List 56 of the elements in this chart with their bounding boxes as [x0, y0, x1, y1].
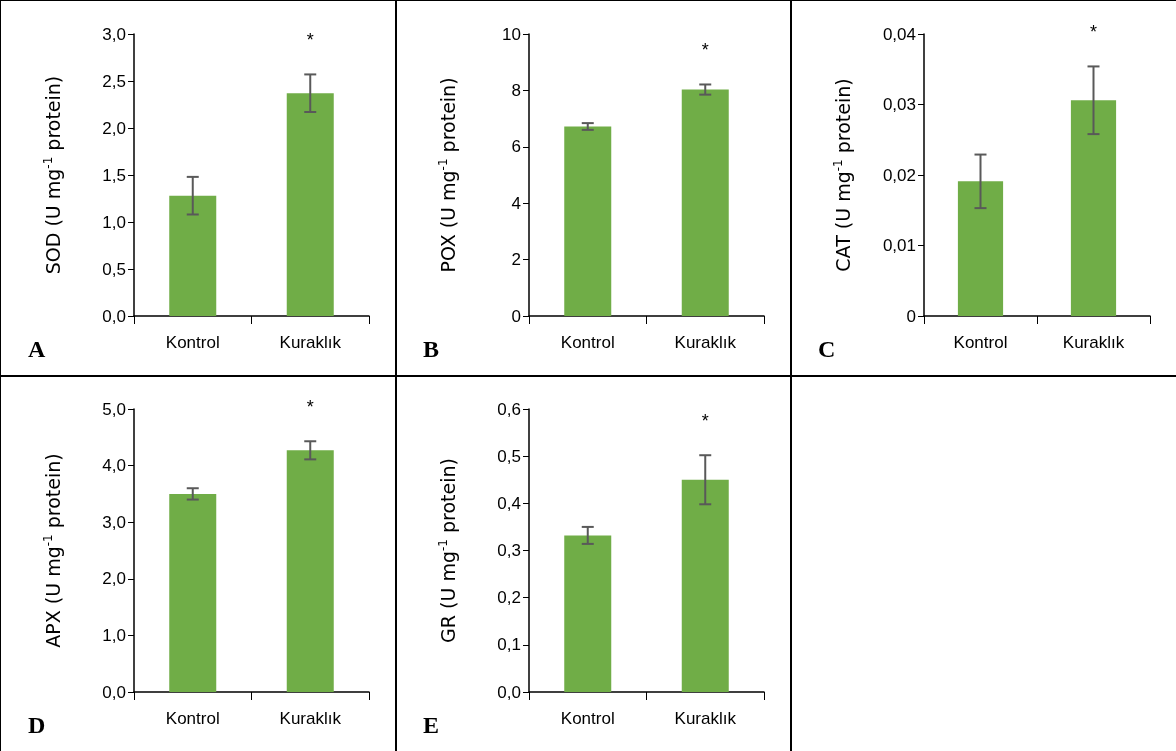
x-tick-label: Kontrol — [165, 709, 220, 728]
annotation: * — [701, 411, 709, 432]
y-tick-label: 6 — [511, 137, 521, 157]
y-tick-label: 0,03 — [882, 95, 916, 114]
y-tick-label: 10 — [502, 24, 521, 44]
y-tick-label: 8 — [511, 80, 521, 100]
text: D — [28, 712, 46, 738]
y-tick-label: 0,04 — [882, 24, 916, 44]
x-tick-label: Kontrol — [165, 333, 220, 352]
annotation: * — [306, 30, 314, 51]
y-axis-title: GR (U mg-1 protein) — [436, 458, 459, 643]
y-axis-title: APX (U mg-1 protein) — [41, 453, 64, 648]
y-tick-label: 0,0 — [497, 682, 521, 702]
text: E — [423, 712, 440, 738]
text: C — [818, 336, 836, 362]
annotation: * — [1089, 22, 1098, 43]
y-tick-label: 3,0 — [102, 24, 126, 44]
y-tick-label: 2,0 — [102, 118, 126, 138]
x-tick-label: Kuraklık — [279, 333, 342, 352]
y-tick-label: 0,01 — [882, 236, 916, 255]
y-tick-label: 5,0 — [102, 399, 126, 419]
y-tick-label: 1,5 — [102, 165, 126, 185]
text: A — [28, 336, 46, 362]
x-tick-label: Kuraklık — [674, 709, 737, 728]
y-tick-label: 0,4 — [497, 493, 521, 513]
y-tick-label: 0,1 — [497, 635, 521, 655]
y-tick-label: 4 — [511, 193, 521, 213]
y-tick-label: 2,5 — [102, 71, 126, 91]
y-tick-label: 0 — [511, 306, 521, 326]
y-axis-title: CAT (U mg-1 protein) — [831, 78, 854, 272]
x-tick-label: Kontrol — [953, 333, 1008, 352]
y-tick-label: 0,02 — [882, 165, 916, 185]
y-tick-label: 2 — [511, 250, 521, 270]
y-tick-label: 0 — [906, 306, 916, 326]
y-tick-label: 4,0 — [102, 456, 126, 476]
x-tick-label: Kuraklık — [279, 709, 342, 728]
y-tick-label: 0,6 — [497, 399, 521, 419]
x-tick-label: Kontrol — [560, 333, 615, 352]
y-tick-label: 1,0 — [102, 625, 126, 645]
y-tick-label: 0,0 — [102, 306, 126, 326]
y-axis-title: POX (U mg-1 protein) — [436, 77, 459, 273]
y-axis-title: SOD (U mg-1 protein) — [41, 75, 64, 275]
y-tick-label: 0,5 — [102, 259, 126, 279]
y-tick-label: 3,0 — [102, 512, 126, 532]
y-tick-label: 0,3 — [497, 541, 521, 560]
text: B — [423, 336, 440, 362]
x-tick-label: Kuraklık — [1062, 333, 1125, 352]
x-tick-label: Kontrol — [560, 709, 615, 728]
y-tick-label: 0,2 — [497, 588, 521, 608]
y-tick-label: 0,5 — [497, 446, 521, 466]
x-tick-label: Kuraklık — [674, 333, 737, 352]
y-tick-label: 1,0 — [102, 212, 126, 232]
y-tick-label: 0,0 — [102, 682, 126, 702]
annotation: * — [306, 397, 314, 418]
annotation: * — [701, 40, 709, 61]
y-tick-label: 2,0 — [102, 569, 126, 589]
